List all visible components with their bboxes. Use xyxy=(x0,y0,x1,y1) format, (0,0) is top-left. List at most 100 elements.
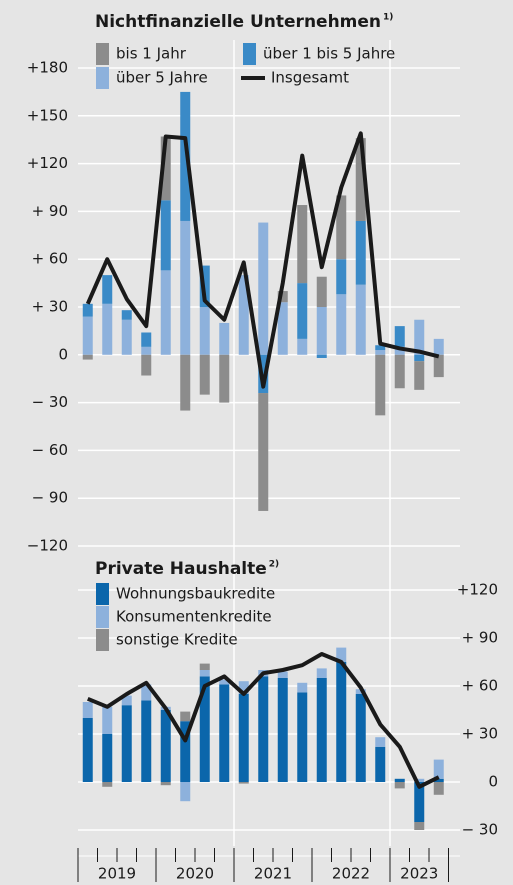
bar xyxy=(199,676,210,782)
bar xyxy=(121,319,132,355)
chart-title: Nichtfinanzielle Unternehmen xyxy=(95,12,381,32)
bar xyxy=(414,354,425,362)
y-tick-label: 0 xyxy=(58,345,68,363)
bar xyxy=(180,220,191,355)
bar xyxy=(258,676,269,782)
bar xyxy=(336,259,347,295)
bar xyxy=(141,332,152,347)
bar xyxy=(336,662,347,782)
bar xyxy=(160,136,171,201)
x-tick-label: 2023 xyxy=(400,865,438,883)
bar xyxy=(297,205,308,284)
y-tick-label: − 30 xyxy=(462,821,498,839)
bar xyxy=(375,350,386,355)
x-tick-label: 2019 xyxy=(98,865,136,883)
bar xyxy=(336,294,347,355)
y-tick-label: − 30 xyxy=(32,393,68,411)
y-tick-label: + 90 xyxy=(462,629,498,647)
legend-swatch xyxy=(96,67,109,89)
bar xyxy=(141,700,152,782)
bar xyxy=(180,782,191,802)
bar xyxy=(433,354,444,378)
bar xyxy=(238,694,249,782)
bar xyxy=(336,647,347,662)
bar xyxy=(277,291,288,303)
y-tick-label: +180 xyxy=(27,59,68,77)
line xyxy=(85,131,440,389)
bar xyxy=(355,138,366,221)
bar xyxy=(297,283,308,339)
bar xyxy=(219,322,230,355)
bar xyxy=(394,326,405,347)
legend-swatch xyxy=(96,606,109,628)
bar xyxy=(160,200,171,271)
bar xyxy=(102,734,113,782)
bar xyxy=(414,822,425,830)
bar xyxy=(316,276,327,307)
bar xyxy=(433,778,444,782)
bar xyxy=(180,91,191,221)
bar xyxy=(433,338,444,355)
bar xyxy=(336,195,347,260)
bar xyxy=(258,393,269,511)
legend-swatch xyxy=(96,43,109,65)
bar xyxy=(433,782,444,795)
chart-title: Private Haushalte xyxy=(95,559,267,579)
y-tick-label: +120 xyxy=(27,154,68,172)
legend-label: Konsumentenkredite xyxy=(116,608,272,626)
bar xyxy=(102,303,113,355)
bar xyxy=(180,711,191,722)
legend-label: über 1 bis 5 Jahre xyxy=(263,45,395,63)
bar xyxy=(82,316,93,355)
bar xyxy=(160,710,171,782)
legend-swatch xyxy=(96,629,109,651)
y-tick-label: 0 xyxy=(488,773,498,791)
bar xyxy=(238,782,249,784)
bar xyxy=(180,354,191,411)
bar xyxy=(199,354,210,395)
y-tick-label: − 60 xyxy=(32,441,68,459)
title-footnote: 1) xyxy=(383,13,393,23)
bar xyxy=(414,782,425,822)
bar xyxy=(316,678,327,782)
bar xyxy=(102,706,113,734)
legend-label: Wohnungsbaukredite xyxy=(116,585,275,603)
bar xyxy=(375,354,386,416)
bar xyxy=(141,346,152,355)
bar xyxy=(394,346,405,355)
bar xyxy=(355,220,366,285)
bar xyxy=(297,682,308,693)
y-tick-label: + 60 xyxy=(32,250,68,268)
bar xyxy=(316,668,327,678)
legend-swatch xyxy=(96,583,109,605)
y-tick-label: +120 xyxy=(457,581,498,599)
bar xyxy=(375,746,386,782)
x-tick-label: 2021 xyxy=(254,865,292,883)
bar xyxy=(277,678,288,782)
bar xyxy=(121,310,132,320)
bar xyxy=(141,684,152,701)
bar xyxy=(394,354,405,389)
bar xyxy=(414,778,425,782)
bar xyxy=(297,338,308,355)
bar xyxy=(394,778,405,782)
bar xyxy=(375,345,386,351)
bar xyxy=(82,702,93,718)
bar xyxy=(258,222,269,355)
bar xyxy=(375,737,386,747)
bar xyxy=(238,681,249,694)
bar xyxy=(160,782,171,786)
bar xyxy=(277,671,288,678)
bar xyxy=(414,361,425,390)
bar xyxy=(121,695,132,706)
y-tick-label: + 30 xyxy=(462,725,498,743)
bar xyxy=(238,275,249,355)
bar xyxy=(355,694,366,782)
legend-label: über 5 Jahre xyxy=(116,69,208,87)
bar xyxy=(433,759,444,779)
bar xyxy=(102,782,113,787)
y-tick-label: −120 xyxy=(27,537,68,555)
legend-label: sonstige Kredite xyxy=(116,631,238,649)
